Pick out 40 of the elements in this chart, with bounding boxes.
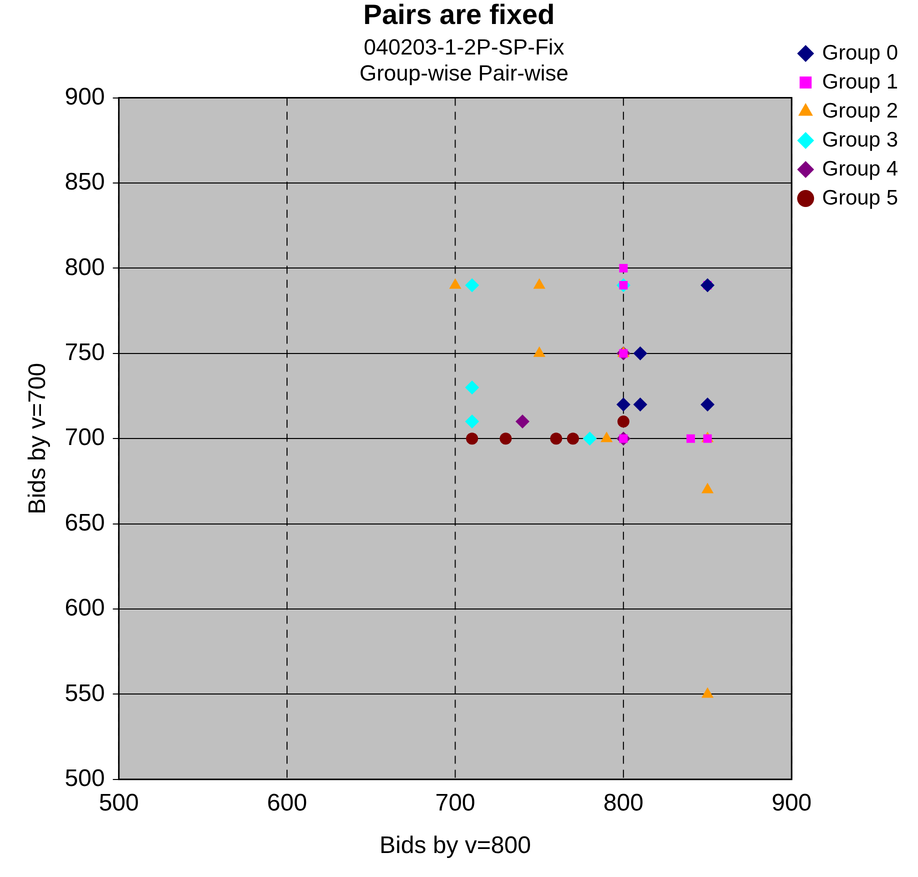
point (465, 414, 480, 429)
point (550, 432, 562, 445)
y-tick-label: 700 (64, 424, 105, 452)
point (582, 432, 597, 446)
legend-label: Group 4 (822, 157, 898, 180)
y-tick-label: 650 (64, 509, 105, 536)
legend-label: Group 5 (822, 186, 898, 210)
y-tick-label: 800 (64, 254, 105, 281)
point (700, 398, 715, 412)
y-tick-label: 750 (64, 339, 105, 366)
point (465, 278, 480, 292)
point (633, 398, 648, 412)
point (633, 346, 648, 360)
legend-label: Group 3 (822, 128, 898, 152)
point (516, 414, 530, 429)
point (619, 264, 628, 272)
y-tick-label: 850 (64, 168, 105, 196)
point (566, 432, 579, 445)
point (500, 432, 512, 445)
chart-title: Pairs are fixed (362, 0, 556, 30)
legend-label: Group 1 (822, 70, 898, 94)
x-tick-label: 700 (435, 789, 476, 816)
point (700, 278, 715, 292)
legend-label: Group 2 (822, 99, 898, 122)
point (616, 398, 630, 412)
y-axis-title: Bids by v=700 (24, 362, 52, 514)
legend-label: Group 0 (822, 41, 898, 64)
x-tick-label: 800 (603, 789, 644, 816)
point (465, 380, 480, 394)
chart-subtitle: 040203-1-2P-SP-Fix Group-wise Pair-wise (359, 34, 569, 86)
y-tick-label: 900 (64, 83, 105, 110)
point (703, 434, 712, 443)
x-tick-label: 900 (772, 789, 812, 816)
x-axis-title: Bids by v=800 (380, 832, 531, 860)
point (466, 432, 478, 445)
x-tick-label: 600 (267, 789, 308, 816)
y-tick-label: 600 (64, 594, 105, 622)
point (686, 434, 695, 443)
point (617, 416, 630, 428)
y-tick-label: 550 (64, 680, 105, 707)
